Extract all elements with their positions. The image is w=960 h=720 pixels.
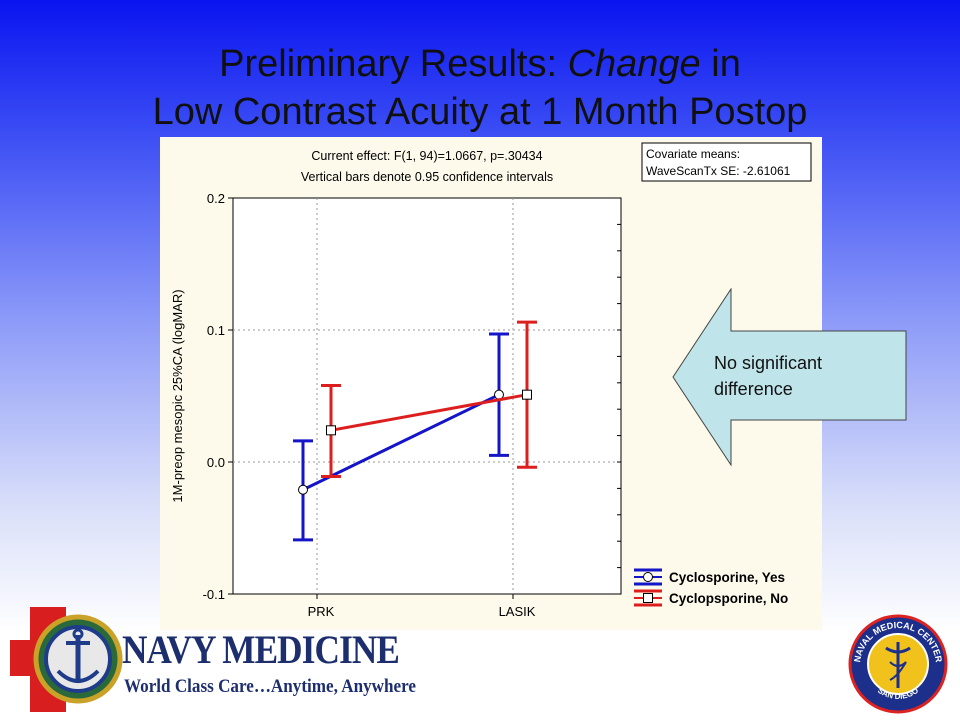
y-tick-label: 0.2 (207, 191, 225, 206)
slide-title-line-2: Low Contrast Acuity at 1 Month Postop (152, 91, 808, 133)
naval-medical-center-seal-icon: NAVAL MEDICAL CENTER SAN DIEGO (848, 614, 948, 714)
title-prefix: Preliminary Results: (219, 43, 568, 85)
data-point (522, 389, 532, 400)
slide-title-line-1: Preliminary Results: Change in (0, 40, 960, 88)
title-emphasis: Change (567, 43, 701, 85)
x-tick-label: PRK (308, 604, 335, 619)
chart-header-line-2: Vertical bars denote 0.95 confidence int… (301, 170, 553, 184)
navy-medicine-logo (10, 607, 123, 712)
chart-svg: Current effect: F(1, 94)=1.0667, p=.3043… (170, 142, 812, 619)
callout-text-line-2: difference (714, 379, 793, 399)
callout-text: No significant difference (714, 350, 894, 402)
svg-text:SAN DIEGO: SAN DIEGO (876, 686, 920, 701)
brand-tagline: World Class Care…Anytime, Anywhere (124, 676, 416, 697)
series-line (302, 393, 500, 492)
legend-label: Cyclopsporine, No (669, 591, 788, 606)
legend-marker (643, 572, 653, 582)
y-axis-label: 1M-preop mesopic 25%CA (logMAR) (170, 289, 185, 502)
y-tick-label: 0.0 (207, 455, 225, 470)
plot-area (232, 197, 622, 595)
callout-text-line-1: No significant (714, 353, 823, 373)
legend-marker (643, 593, 653, 603)
legend-label: Cyclosporine, Yes (669, 570, 785, 585)
seal-text-bottom: SAN DIEGO (876, 686, 920, 701)
callout-arrow-shape (672, 288, 907, 466)
slide-title: Preliminary Results: Change in Low Contr… (0, 40, 960, 136)
covariate-line-2: WaveScanTx SE: -2.61061 (646, 164, 791, 178)
data-point (326, 425, 336, 436)
y-tick-label: 0.1 (207, 323, 225, 338)
covariate-line-1: Covariate means: (646, 147, 740, 161)
data-point (298, 484, 308, 495)
x-tick-label: LASIK (499, 604, 536, 619)
series-line (330, 393, 528, 432)
title-suffix: in (700, 43, 741, 85)
covariate-box (641, 142, 812, 182)
callout-arrow (672, 288, 907, 466)
y-tick-label: -0.1 (203, 587, 225, 602)
chart-header-line-1: Current effect: F(1, 94)=1.0667, p=.3043… (311, 149, 542, 163)
anchor-emblem-icon (33, 614, 123, 704)
brand-title: NAVY MEDICINE (122, 627, 400, 672)
